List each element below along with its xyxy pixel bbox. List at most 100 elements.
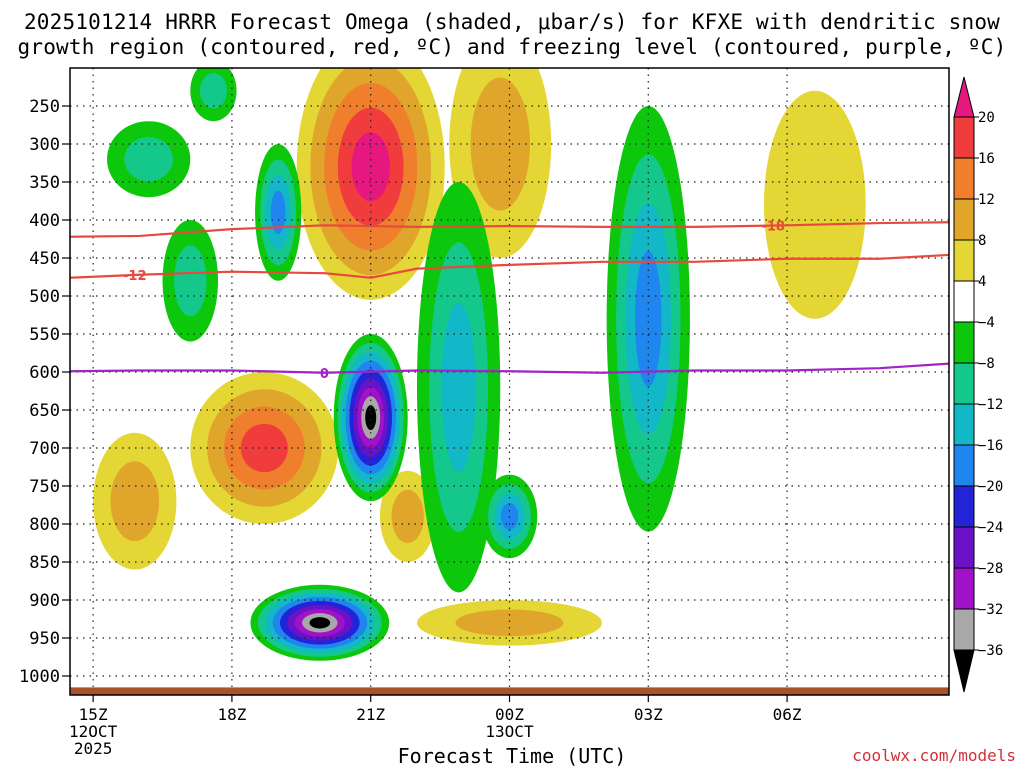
omega-band [391,489,424,543]
contour-label: 0 [320,367,329,382]
pressure-tick-label: 300 [29,135,60,155]
omega-region-descent-03z-band [606,105,690,532]
colorbar-swatch [953,362,975,405]
omega-band [635,251,662,387]
colorbar-label: 16 [978,151,995,167]
colorbar-swatch [953,198,975,241]
contour-label: -12 [123,269,147,284]
pressure-tick-label: 900 [29,591,60,611]
chart-title-line-1: 2025101214 HRRR Forecast Omega (shaded, … [23,10,1001,34]
omega-region-descent-19z-upper [255,144,302,281]
pressure-tick-label: 950 [29,629,60,649]
omega-region-descent-20z-low [250,584,390,661]
omega-band [500,503,519,530]
colorbar-label: 12 [978,192,995,208]
time-tick-date: 13OCT [485,722,534,741]
colorbar-label: −16 [978,438,1003,454]
colorbar-label: −32 [978,602,1003,618]
colorbar-min-arrow [953,649,975,693]
omega-region-ascent-22z-lowlevel [379,470,436,562]
contour-line [70,362,949,374]
omega-region-descent-18z-top [190,68,237,122]
contour-label: -18 [761,220,785,235]
omega-band [309,617,331,629]
colorbar-label: −8 [978,356,995,372]
pressure-tick-label: 850 [29,553,60,573]
pressure-tick-label: 500 [29,287,60,307]
pressure-tick-label: 450 [29,249,60,269]
omega-region-ascent-06z-upper [763,90,866,319]
colorbar-label: −20 [978,479,1003,495]
time-tick-label: 21Z [356,705,385,724]
omega-band [455,609,564,637]
temperature-contours: -18 -12 0 [70,220,949,382]
colorbar-swatch [953,239,975,282]
omega-region-descent-00z-low [481,474,538,559]
pressure-axis: 250 300 350 400 450 500 550 600 650 700 750 800 850 9… [19,97,70,687]
colorbar-swatch [953,321,975,364]
pressure-tick-label: 400 [29,211,60,231]
colorbar-label: −4 [978,315,995,331]
omega-band [270,190,286,235]
pressure-tick-label: 350 [29,173,60,193]
colorbar-swatch [953,280,975,323]
omega-region-ascent-00z-lowlevel [416,600,603,646]
time-tick-year: 2025 [74,739,113,758]
omega-region-descent-17z-upper [107,121,191,198]
colorbar-max-arrow [953,76,975,118]
colorbar-label: −36 [978,643,1003,659]
omega-band [124,137,173,182]
colorbar-swatch [953,157,975,200]
omega-band [110,461,160,542]
omega-shading [93,68,866,661]
pressure-tick-label: 700 [29,439,60,459]
time-tick-label: 18Z [217,705,246,724]
omega-region-descent-23z-band [416,182,501,593]
time-tick-label: 06Z [773,705,802,724]
colorbar-label: 4 [978,274,986,290]
colorbar-label: 8 [978,233,986,249]
omega-band [199,73,227,109]
time-tick-label: 03Z [634,705,663,724]
colorbar-legend: 20 16 12 8 4 −4 −8 −12 −16 −20 −24 −28 −32 −36 [953,76,1003,693]
time-tick-date: 12OCT [69,722,118,741]
omega-band [441,302,476,472]
omega-band [240,423,288,473]
colorbar-swatch [953,116,975,159]
omega-region-descent-21z-mid [333,334,408,502]
pressure-tick-label: 800 [29,515,60,535]
colorbar-label: −24 [978,520,1003,536]
pressure-tick-label: 750 [29,477,60,497]
colorbar-swatch [953,567,975,610]
omega-band [365,405,377,431]
omega-region-descent-17z-mid [162,219,219,342]
grid-lines [70,68,949,695]
time-tick-label: 15Z [79,705,108,724]
colorbar-swatch [953,485,975,528]
x-axis-title: Forecast Time (UTC) [397,744,627,768]
source-credit: coolwx.com/models [852,746,1016,765]
omega-band [174,245,207,317]
omega-region-ascent-16z-midlevel [93,432,177,570]
omega-region-ascent-18z-midlevel [190,372,339,524]
colorbar-swatch [953,526,975,569]
omega-band [763,90,866,319]
colorbar-swatch [953,608,975,651]
pressure-tick-label: 600 [29,363,60,383]
pressure-tick-label: 250 [29,97,60,117]
pressure-tick-label: 550 [29,325,60,345]
contour-line [70,221,949,238]
colorbar-label: −12 [978,397,1003,413]
pressure-tick-label: 1000 [19,667,60,687]
contour-line [70,253,949,279]
colorbar-swatch [953,403,975,446]
colorbar-swatch [953,444,975,487]
pressure-tick-label: 650 [29,401,60,421]
chart-title-line-2: growth region (contoured, red, ºC) and f… [17,35,1007,59]
colorbar-label: −28 [978,561,1003,577]
time-tick-label: 00Z [495,705,524,724]
colorbar-label: 20 [978,110,995,126]
ground-surface [70,687,949,695]
